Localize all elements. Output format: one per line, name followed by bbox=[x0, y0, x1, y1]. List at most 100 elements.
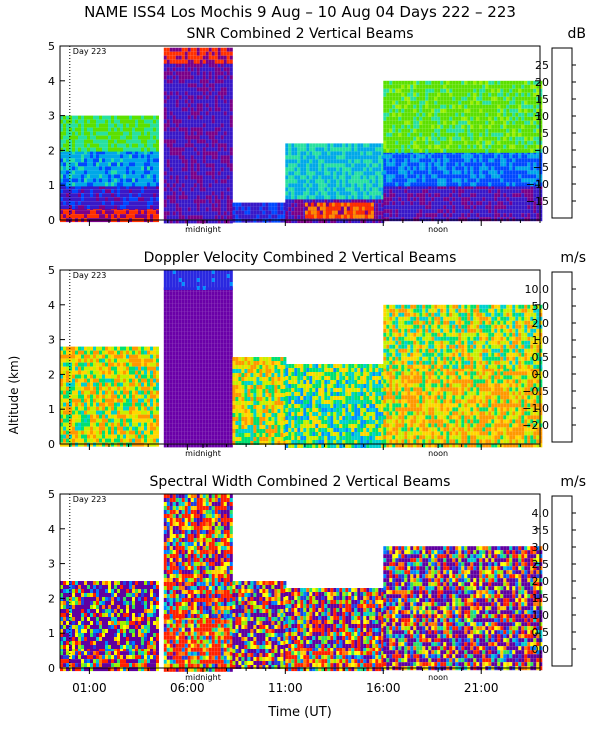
heat-cell bbox=[69, 143, 72, 148]
heat-cell bbox=[229, 75, 233, 80]
heat-cell bbox=[431, 112, 435, 117]
heat-cell bbox=[229, 147, 233, 152]
heat-cell bbox=[392, 108, 396, 113]
heat-cell bbox=[476, 144, 480, 149]
heat-cell bbox=[297, 159, 301, 164]
heat-cell bbox=[383, 132, 387, 137]
heat-cell bbox=[172, 131, 176, 136]
heat-cell bbox=[81, 386, 84, 391]
heat-cell bbox=[410, 166, 414, 171]
heat-cell bbox=[274, 210, 278, 215]
heat-cell bbox=[190, 195, 194, 200]
heat-cell bbox=[530, 128, 534, 133]
heat-cell bbox=[458, 170, 462, 175]
heat-cell bbox=[87, 154, 90, 159]
heat-cell bbox=[169, 215, 173, 220]
heat-cell bbox=[473, 182, 477, 187]
heat-cell bbox=[108, 150, 111, 155]
heat-cell bbox=[60, 394, 63, 399]
heat-cell bbox=[123, 147, 126, 152]
heat-cell bbox=[84, 366, 87, 371]
heat-cell bbox=[217, 63, 221, 68]
heat-cell bbox=[485, 154, 489, 159]
heat-cell bbox=[398, 174, 402, 179]
heat-cell bbox=[506, 213, 510, 218]
heat-cell bbox=[395, 209, 399, 214]
heat-cell bbox=[431, 88, 435, 93]
heat-cell bbox=[78, 426, 81, 431]
heat-cell bbox=[527, 136, 531, 141]
heat-cell bbox=[533, 128, 537, 133]
heat-cell bbox=[467, 120, 471, 125]
heat-cell bbox=[211, 115, 215, 120]
heat-cell bbox=[187, 67, 191, 72]
heat-cell bbox=[66, 370, 69, 375]
heat-cell bbox=[184, 167, 188, 172]
heat-cell bbox=[404, 140, 408, 145]
heat-cell bbox=[539, 205, 543, 210]
heat-cell bbox=[352, 214, 356, 219]
heat-cell bbox=[410, 88, 414, 93]
heat-cell bbox=[378, 179, 382, 184]
heat-cell bbox=[75, 127, 78, 132]
heat-cell bbox=[166, 63, 170, 68]
heat-cell bbox=[386, 217, 390, 222]
heat-cell bbox=[407, 162, 411, 167]
heat-cell bbox=[169, 211, 173, 216]
heat-cell bbox=[120, 162, 123, 167]
heat-cell bbox=[66, 390, 69, 395]
heat-cell bbox=[153, 205, 156, 210]
heat-cell bbox=[386, 84, 390, 89]
heat-cell bbox=[437, 154, 441, 159]
heat-cell bbox=[395, 162, 399, 167]
heat-cell bbox=[319, 210, 323, 215]
heat-cell bbox=[60, 162, 63, 167]
heat-cell bbox=[527, 148, 531, 153]
heat-cell bbox=[425, 120, 429, 125]
heat-cell bbox=[138, 210, 141, 215]
heat-cell bbox=[226, 183, 230, 188]
heat-cell bbox=[316, 206, 320, 211]
heat-cell bbox=[66, 119, 69, 124]
heat-cell bbox=[425, 100, 429, 105]
heat-cell bbox=[175, 107, 179, 112]
heat-cell bbox=[410, 144, 414, 149]
heat-cell bbox=[533, 92, 537, 97]
heat-cell bbox=[431, 96, 435, 101]
heat-cell bbox=[217, 123, 221, 128]
heat-cell bbox=[527, 185, 531, 190]
heat-cell bbox=[503, 104, 507, 109]
heat-cell bbox=[108, 170, 111, 175]
heat-cell bbox=[199, 103, 203, 108]
heat-cell bbox=[223, 71, 227, 76]
heat-cell bbox=[404, 154, 408, 159]
heat-cell bbox=[217, 139, 221, 144]
heat-cell bbox=[123, 193, 126, 198]
heat-cell bbox=[190, 119, 194, 124]
heat-cell bbox=[163, 131, 167, 136]
heat-cell bbox=[536, 116, 540, 121]
heat-cell bbox=[78, 158, 81, 163]
heat-cell bbox=[211, 219, 215, 224]
heat-cell bbox=[111, 201, 114, 206]
heat-cell bbox=[404, 136, 408, 141]
heat-cell bbox=[226, 131, 230, 136]
heat-cell bbox=[354, 143, 358, 148]
heat-cell bbox=[285, 159, 289, 164]
heat-cell bbox=[132, 178, 135, 183]
heat-cell bbox=[132, 185, 135, 190]
heat-cell bbox=[187, 183, 191, 188]
heat-cell bbox=[99, 127, 102, 132]
heat-cell bbox=[181, 111, 185, 116]
heat-cell bbox=[485, 120, 489, 125]
heat-cell bbox=[452, 178, 456, 183]
heat-cell bbox=[178, 167, 182, 172]
heat-cell bbox=[223, 127, 227, 132]
heat-cell bbox=[479, 213, 483, 218]
heat-cell bbox=[404, 80, 408, 85]
heat-cell bbox=[166, 171, 170, 176]
heat-cell bbox=[404, 166, 408, 171]
heat-cell bbox=[425, 201, 429, 206]
heat-cell bbox=[123, 185, 126, 190]
heat-cell bbox=[527, 166, 531, 171]
